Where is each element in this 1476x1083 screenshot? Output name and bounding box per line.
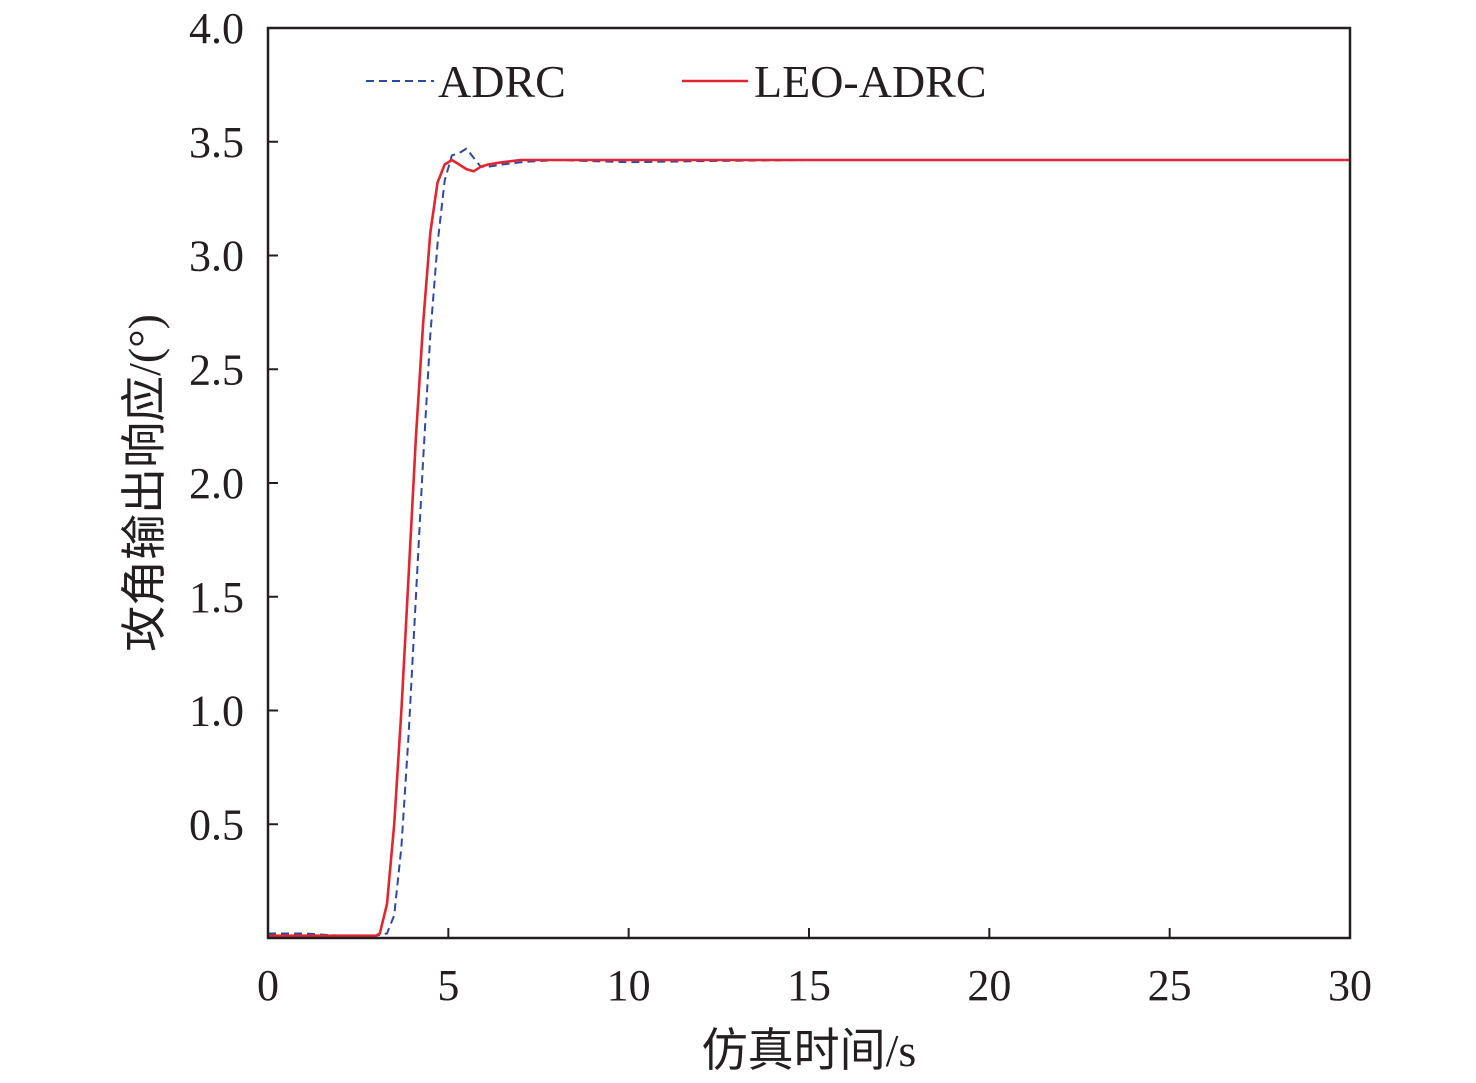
y-tick-label: 4.0	[189, 4, 244, 53]
y-tick-label: 2.0	[189, 459, 244, 508]
y-tick-label: 0.5	[189, 800, 244, 849]
y-axis-label: 攻角输出响应/(°)	[119, 314, 170, 652]
series-line-adrc	[268, 147, 1350, 937]
x-tick-label: 0	[257, 961, 279, 1010]
legend-label-adrc: ADRC	[438, 56, 566, 107]
y-tick-label: 3.0	[189, 232, 244, 281]
x-tick-label: 10	[607, 961, 651, 1010]
y-tick-label: 1.0	[189, 687, 244, 736]
x-tick-label: 5	[437, 961, 459, 1010]
plot-frame	[266, 26, 1352, 940]
x-tick-label: 25	[1148, 961, 1192, 1010]
x-axis-label: 仿真时间/s	[702, 1025, 917, 1076]
x-tick-label: 20	[967, 961, 1011, 1010]
series-line-leo-adrc	[268, 158, 1350, 938]
y-axis-ticks: 0.5 1.0 1.5 2.0 2.5 3.0 3.5 4.0	[189, 4, 278, 849]
series-layer	[268, 147, 1350, 938]
x-tick-label: 15	[787, 961, 831, 1010]
y-tick-label: 2.5	[189, 345, 244, 394]
y-tick-label: 1.5	[189, 573, 244, 622]
legend: ADRC LEO-ADRC	[366, 56, 987, 107]
x-axis-ticks: 0 5 10 15 20 25 30	[257, 928, 1372, 1010]
x-tick-label: 30	[1328, 961, 1372, 1010]
y-tick-label: 3.5	[189, 118, 244, 167]
legend-label-leo-adrc: LEO-ADRC	[754, 56, 987, 107]
